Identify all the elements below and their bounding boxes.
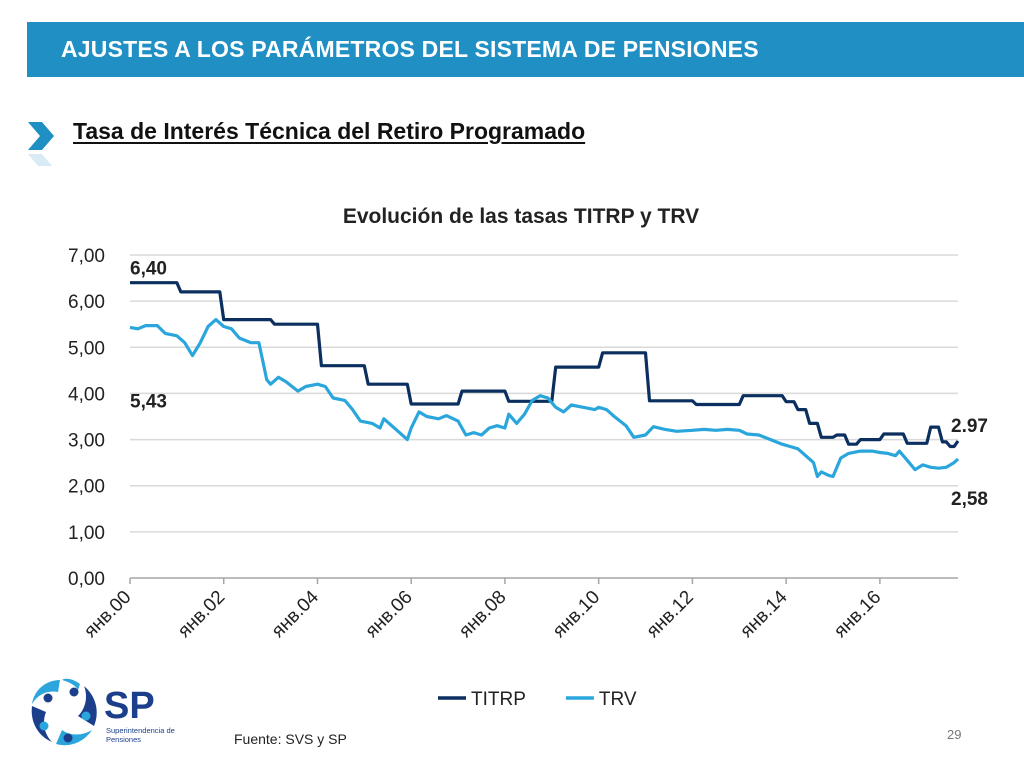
x-tick-label: янв.06 xyxy=(361,587,416,642)
logo-text: SP xyxy=(104,685,155,727)
x-tick-label: янв.14 xyxy=(736,586,792,642)
data-label: 2.97 xyxy=(951,416,988,437)
slide-subtitle: Tasa de Interés Técnica del Retiro Progr… xyxy=(73,118,586,144)
y-tick-label: 3,00 xyxy=(68,431,105,452)
x-tick-label: янв.02 xyxy=(174,587,229,642)
y-tick-label: 5,00 xyxy=(68,338,105,359)
x-tick-label: янв.08 xyxy=(455,587,510,642)
slide-title: AJUSTES A LOS PARÁMETROS DEL SISTEMA DE … xyxy=(61,36,759,62)
sp-logo: SP Superintendencia de Pensiones xyxy=(31,678,175,746)
legend-label: TITRP xyxy=(471,689,526,710)
legend-label: TRV xyxy=(599,689,637,710)
data-label: 2,58 xyxy=(951,489,988,510)
data-label: 6,40 xyxy=(130,259,167,280)
series-line-trv xyxy=(129,318,960,479)
header-bar: AJUSTES A LOS PARÁMETROS DEL SISTEMA DE … xyxy=(27,22,1024,77)
x-tick-label: янв.12 xyxy=(643,587,698,642)
y-tick-label: 6,00 xyxy=(68,292,105,313)
y-tick-label: 1,00 xyxy=(68,523,105,544)
chart-title: Evolución de las tasas TITRP y TRV xyxy=(343,205,699,228)
x-tick-label: янв.00 xyxy=(80,587,135,642)
y-tick-label: 2,00 xyxy=(68,477,105,498)
logo-caption-line1: Superintendencia de xyxy=(106,726,175,735)
chevron-icon xyxy=(28,122,54,166)
x-tick-label: янв.04 xyxy=(268,586,324,642)
y-tick-label: 7,00 xyxy=(68,246,105,267)
data-label: 5,43 xyxy=(130,391,167,412)
source-note: Fuente: SVS y SP xyxy=(234,731,347,747)
page-number: 29 xyxy=(947,727,962,742)
series-line-titrp xyxy=(130,281,960,449)
x-tick-label: янв.16 xyxy=(830,587,885,642)
y-tick-label: 4,00 xyxy=(68,384,105,405)
x-tick-label: янв.10 xyxy=(549,587,604,642)
y-tick-label: 0,00 xyxy=(68,569,105,590)
logo-caption-line2: Pensiones xyxy=(106,735,141,744)
logo-emblem-icon xyxy=(31,678,97,746)
